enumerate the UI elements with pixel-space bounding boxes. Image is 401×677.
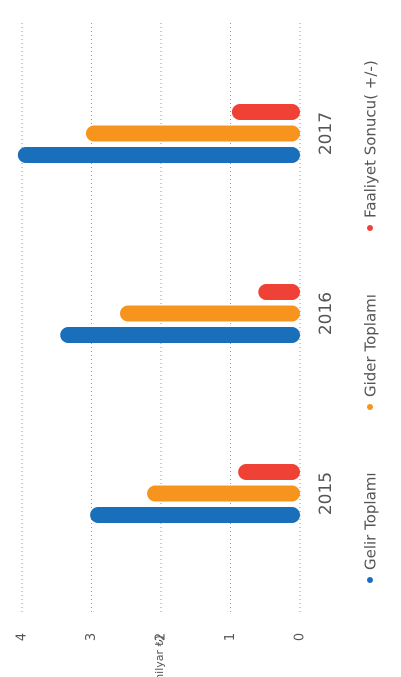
legend-marker — [367, 577, 373, 583]
bar — [147, 485, 300, 502]
legend-marker — [367, 225, 373, 231]
bar — [119, 305, 301, 322]
bar — [85, 125, 300, 142]
bar — [90, 507, 300, 523]
chart-body: (milyar ₺) 0 1 2 3 4 2015 2016 2017 Gelir Toplam… — [15, 20, 380, 677]
bar — [238, 464, 301, 480]
y-tick-label: 4 — [15, 633, 30, 641]
y-tick-label: 1 — [223, 633, 238, 641]
legend-label: Faaliyet Sonucu( +/-) — [362, 60, 380, 218]
y-tick-label: 3 — [84, 633, 99, 641]
axis-label: (milyar ₺) — [153, 635, 166, 677]
legend-marker — [367, 404, 373, 410]
legend-label: Gider Toplamı — [362, 294, 380, 397]
x-tick-label: 2015 — [316, 472, 336, 515]
y-tick-label: 0 — [293, 633, 308, 641]
bar — [258, 284, 300, 300]
legend-label: Gelir Toplamı — [362, 472, 380, 570]
bar — [17, 147, 301, 163]
bar — [231, 104, 300, 120]
bar — [60, 327, 300, 343]
x-tick-label: 2017 — [316, 112, 336, 155]
x-tick-label: 2016 — [316, 292, 336, 335]
y-tick-label: 2 — [154, 633, 169, 641]
